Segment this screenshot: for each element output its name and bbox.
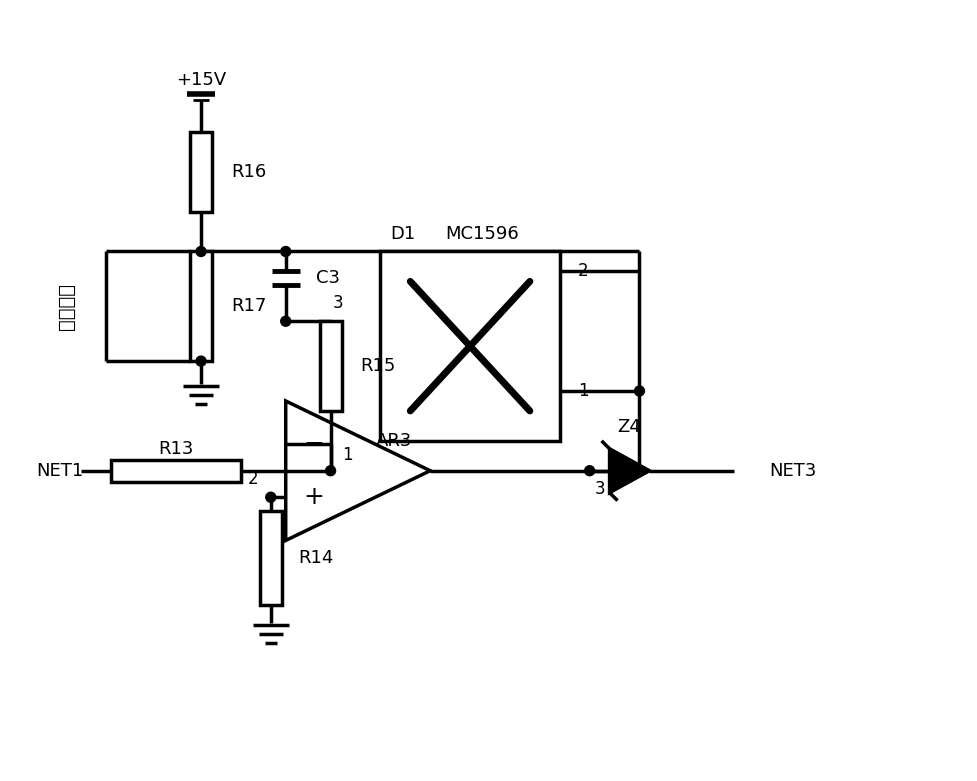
Text: 3: 3 (594, 480, 605, 497)
Circle shape (584, 465, 594, 476)
Text: 1: 1 (342, 446, 353, 464)
Text: 2: 2 (577, 262, 588, 280)
Text: AR3: AR3 (375, 432, 411, 450)
Bar (111, 460, 240, 482)
Text: R13: R13 (158, 440, 193, 458)
Text: 2: 2 (247, 470, 258, 488)
Circle shape (325, 465, 335, 476)
Text: R14: R14 (298, 549, 334, 567)
Text: −: − (303, 432, 323, 456)
Text: NET1: NET1 (36, 462, 84, 480)
Text: R15: R15 (361, 357, 396, 375)
Bar (380, 251, 559, 440)
Circle shape (195, 356, 206, 366)
Text: 人体阻抗: 人体阻抗 (57, 283, 76, 330)
Circle shape (266, 492, 276, 502)
Text: NET3: NET3 (768, 462, 816, 480)
Circle shape (634, 386, 644, 396)
Bar (190, 251, 212, 361)
Text: D1: D1 (390, 225, 415, 243)
Text: 3: 3 (332, 294, 343, 312)
Text: R17: R17 (231, 298, 266, 316)
Text: MC1596: MC1596 (445, 225, 519, 243)
Text: 1: 1 (577, 382, 588, 400)
Circle shape (280, 316, 290, 326)
Text: Z4: Z4 (617, 418, 641, 436)
Bar (319, 321, 341, 411)
Text: +15V: +15V (176, 71, 226, 89)
Circle shape (280, 247, 290, 256)
Bar (260, 511, 281, 605)
Text: +: + (303, 485, 323, 509)
Polygon shape (609, 449, 649, 493)
Text: R16: R16 (231, 162, 266, 180)
Circle shape (195, 247, 206, 256)
Bar (190, 132, 212, 212)
Text: C3: C3 (316, 269, 339, 287)
